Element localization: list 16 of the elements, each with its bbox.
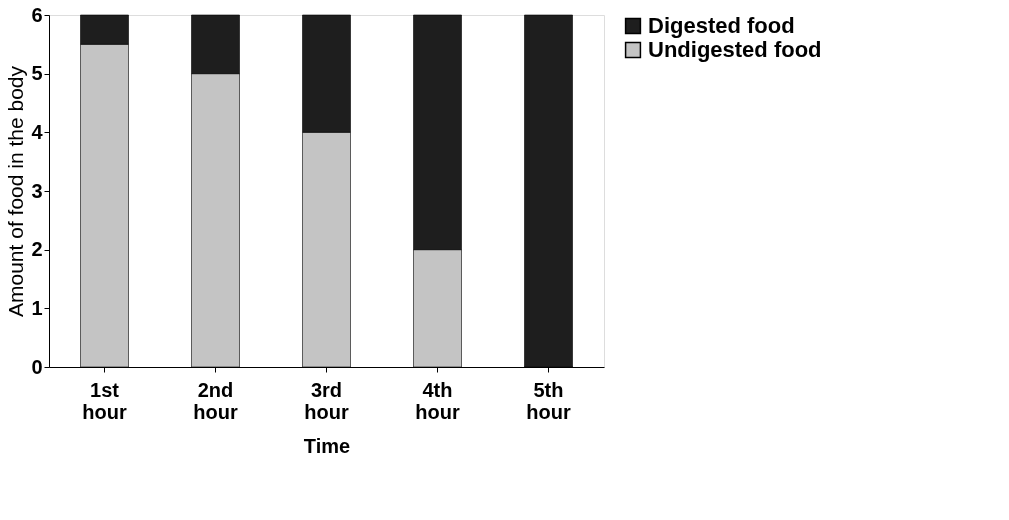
legend-label: Undigested food [648, 37, 822, 62]
y-axis-title: Amount of food in the body [4, 65, 28, 318]
x-tick-label: 4th hour [415, 378, 460, 423]
y-tick-label: 1 [31, 296, 43, 319]
x-tick-label: 3rd hour [304, 378, 349, 423]
y-tick-label: 5 [31, 62, 43, 85]
x-tick-label: 1st hour [82, 378, 127, 423]
x-tick-label: 2nd hour [193, 378, 238, 423]
legend-label: Digested food [648, 13, 795, 38]
y-tick-label: 4 [31, 120, 44, 143]
y-tick-label: 3 [31, 179, 43, 202]
y-tick-label: 2 [31, 238, 43, 261]
y-tick-label: 6 [31, 3, 43, 26]
x-axis-title: Time [303, 434, 351, 457]
y-tick-label: 0 [31, 355, 43, 378]
x-tick-label: 5th hour [526, 378, 571, 423]
